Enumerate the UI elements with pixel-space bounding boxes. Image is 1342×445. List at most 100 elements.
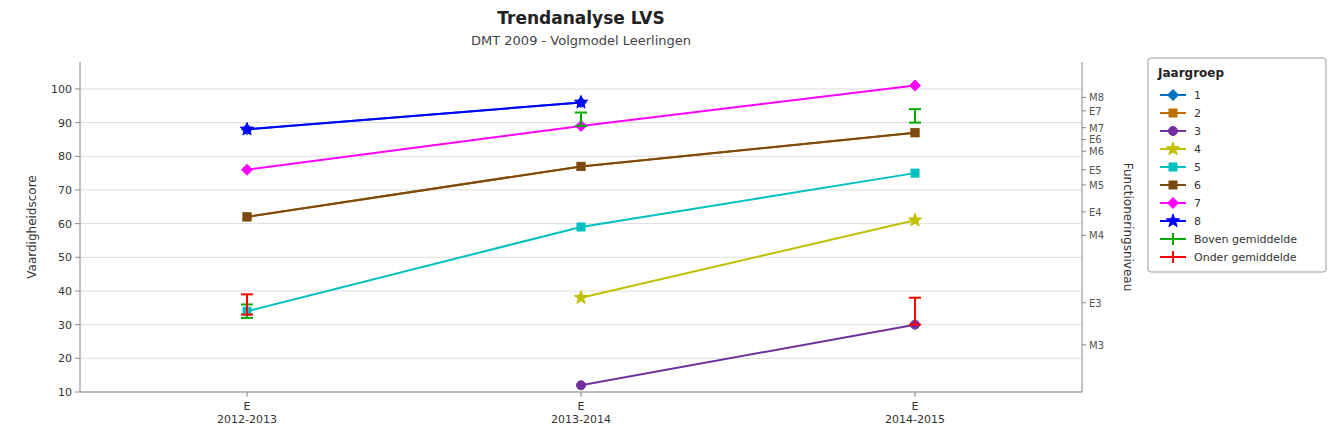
- subtitle: DMT 2009 - Volgmodel Leerlingen: [471, 33, 691, 48]
- y2-tick-label: M7: [1089, 123, 1104, 134]
- series-line: [581, 220, 915, 297]
- y-tick-label: 20: [58, 352, 72, 365]
- legend-entry: 3: [1194, 125, 1201, 138]
- legend-entry: 1: [1194, 89, 1201, 102]
- point: [577, 381, 586, 390]
- grid-line: [80, 156, 1082, 157]
- title: Trendanalyse LVS: [497, 8, 664, 28]
- y2-tick-label: E4: [1089, 207, 1102, 218]
- y2-tick-label: M8: [1089, 92, 1104, 103]
- y-tick-label: 30: [58, 319, 72, 332]
- y2-tick: [1082, 97, 1086, 98]
- series: [242, 80, 921, 175]
- legend-entry: 7: [1194, 197, 1201, 210]
- legend-marker: [1169, 181, 1177, 189]
- series: [243, 169, 919, 315]
- series-line: [247, 86, 915, 170]
- y-axis: [80, 62, 81, 392]
- legend-entry: 2: [1194, 107, 1201, 120]
- series-line: [581, 325, 915, 386]
- error-bar-cap: [909, 297, 921, 299]
- x-tick: [247, 392, 248, 397]
- series: [243, 129, 919, 221]
- y-tick: [75, 189, 80, 190]
- series-line: [247, 102, 581, 129]
- legend-marker: [1169, 109, 1177, 117]
- error-bar: [575, 113, 587, 126]
- y-tick-label: 90: [58, 117, 72, 130]
- y2-tick: [1082, 139, 1086, 140]
- legend-handle: [1172, 233, 1174, 245]
- grid-line: [80, 324, 1082, 325]
- x-tick-label: E2013-2014: [551, 400, 611, 426]
- legend-box: [1148, 58, 1326, 272]
- point: [240, 122, 253, 135]
- grid-line: [80, 88, 1082, 89]
- error-bar-cap: [909, 324, 921, 326]
- x-tick-label-line: E: [244, 400, 251, 413]
- y2-tick-label: E5: [1089, 165, 1102, 176]
- y2-axis-label: Functioneringsniveau: [1121, 163, 1135, 292]
- point: [242, 164, 253, 175]
- legend-entry: 8: [1194, 215, 1201, 228]
- grid-line: [80, 189, 1082, 190]
- y-tick: [75, 358, 80, 359]
- legend-marker: [1169, 127, 1178, 136]
- x-tick-label-line: 2014-2015: [885, 413, 945, 426]
- error-bar-cap: [909, 122, 921, 124]
- legend: Jaargroep12345678Boven gemiddeldeOnder g…: [1148, 58, 1326, 272]
- y-tick: [75, 290, 80, 291]
- error-bar-stem: [580, 113, 582, 126]
- point: [910, 80, 921, 91]
- point: [243, 213, 251, 221]
- y-axis-label: Vaardigheidscore: [25, 175, 39, 278]
- grid-line: [80, 358, 1082, 359]
- y-tick: [75, 392, 80, 393]
- legend-marker: [1166, 142, 1179, 155]
- y-tick-label: 50: [58, 251, 72, 264]
- y-tick: [75, 223, 80, 224]
- legend-handle: [1172, 251, 1174, 263]
- series: [243, 129, 919, 221]
- y-tick: [75, 88, 80, 89]
- error-bar-stem: [914, 298, 916, 325]
- y-tick-label: 80: [58, 150, 72, 163]
- y2-tick: [1082, 235, 1086, 236]
- x-tick-label-line: 2012-2013: [217, 413, 277, 426]
- x-tick-label-line: 2013-2014: [551, 413, 611, 426]
- series: [242, 97, 587, 135]
- series-line: [247, 102, 581, 129]
- y2-tick: [1082, 302, 1086, 303]
- error-bar-cap: [241, 317, 253, 319]
- point: [574, 291, 587, 304]
- error-bar-stem: [246, 294, 248, 314]
- legend-entry: 6: [1194, 179, 1201, 192]
- y-tick-label: 100: [51, 83, 72, 96]
- x-tick-label-line: E: [912, 400, 919, 413]
- series: [577, 320, 920, 390]
- x-tick: [915, 392, 916, 397]
- x-tick-label: E2012-2013: [217, 400, 277, 426]
- grid-line: [80, 257, 1082, 258]
- y2-tick: [1082, 110, 1086, 111]
- y-tick-label: 60: [58, 218, 72, 231]
- plot-area: [240, 80, 921, 390]
- y2-tick: [1082, 211, 1086, 212]
- y2-tick: [1082, 151, 1086, 152]
- chart: Trendanalyse LVS DMT 2009 - Volgmodel Lee…: [0, 0, 1342, 445]
- y2-tick: [1082, 344, 1086, 345]
- y-tick: [75, 324, 80, 325]
- legend-marker: [1168, 198, 1179, 209]
- y2-tick: [1082, 184, 1086, 185]
- series: [574, 213, 921, 303]
- error-bar-cap: [575, 125, 587, 127]
- error-bars: [241, 294, 921, 324]
- y2-axis: [1082, 62, 1083, 392]
- y2-tick-label: E6: [1089, 134, 1102, 145]
- y2-tick-label: M6: [1089, 146, 1104, 157]
- y2-tick: [1082, 169, 1086, 170]
- y2-tick-label: M3: [1089, 340, 1104, 351]
- point: [577, 162, 585, 170]
- error-bar: [241, 294, 253, 314]
- error-bars: [241, 109, 921, 318]
